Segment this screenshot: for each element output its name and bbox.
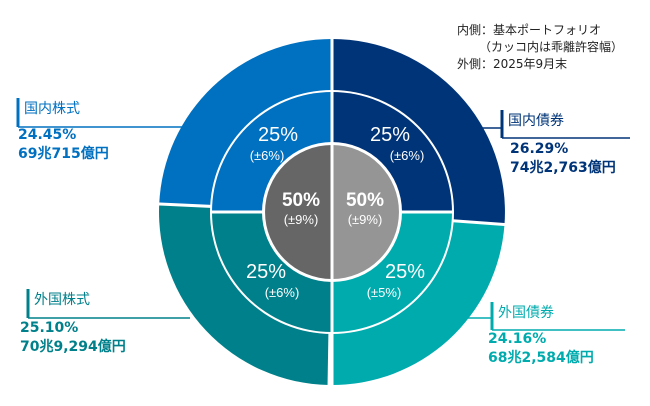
legend-inner-label: 内側：基本ポートフォリオ [457,23,602,37]
range-foreign-equity: (±6%) [265,285,300,300]
range-equity-total: (±9%) [284,212,319,227]
label-domestic-bonds-amount: 74兆2,763億円 [510,160,616,176]
label-foreign-bonds-pct: 24.16% [488,331,547,347]
label-foreign-equity-name: 外国株式 [34,292,90,308]
legend-note: 内側：基本ポートフォリオ （カッコ内は乖離許容幅） 外側：2025年9月末 [457,22,623,73]
center-bonds[interactable] [332,145,399,279]
label-foreign-bonds-name: 外国債券 [498,305,554,321]
label-foreign-equity-pct: 25.10% [20,320,79,336]
label-foreign-bonds: 外国債券 24.16% 68兆2,584億円 [488,302,594,368]
target-foreign-equity: 25% [246,261,286,283]
target-equity-total: 50% [282,190,320,211]
label-domestic-bonds-name: 国内債券 [508,113,564,129]
range-domestic-equity: (±6%) [250,148,285,163]
label-foreign-equity-amount: 70兆9,294億円 [20,339,126,355]
target-domestic-bonds: 25% [370,124,410,146]
label-domestic-equity-amount: 69兆715億円 [18,146,109,162]
label-domestic-bonds-pct: 26.29% [510,141,569,157]
label-foreign-bonds-amount: 68兆2,584億円 [488,350,594,366]
label-domestic-bonds: 国内債券 26.29% 74兆2,763億円 [502,110,616,178]
label-domestic-equity: 国内株式 24.45% 69兆715億円 [18,98,109,164]
label-domestic-equity-name: 国内株式 [24,101,80,117]
range-domestic-bonds: (±6%) [390,148,425,163]
target-foreign-bonds: 25% [385,261,425,283]
label-foreign-equity: 外国株式 25.10% 70兆9,294億円 [20,289,126,357]
label-domestic-equity-pct: 24.45% [18,127,77,143]
legend-inner-sub: （カッコ内は乖離許容幅） [479,40,624,54]
target-domestic-equity: 25% [258,124,298,146]
range-foreign-bonds: (±5%) [367,285,402,300]
legend-outer-label: 外側：2025年9月末 [457,57,568,71]
leader-lines [16,98,630,331]
target-bonds-total: 50% [346,190,384,211]
center-equity[interactable] [265,145,332,279]
inner-circle [262,30,402,392]
range-bonds-total: (±9%) [348,212,383,227]
